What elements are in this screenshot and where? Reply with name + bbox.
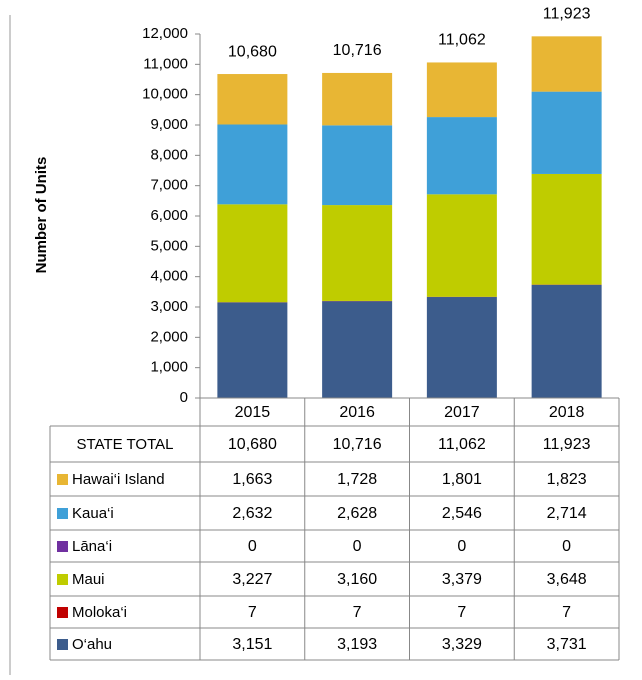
table-cell: 1,663 xyxy=(232,471,272,488)
table-cell: 11,062 xyxy=(438,436,486,453)
table-cell: 7 xyxy=(562,604,571,621)
y-tick-label: 5,000 xyxy=(150,237,188,254)
y-tick-label: 4,000 xyxy=(150,268,188,285)
y-tick-label: 11,000 xyxy=(143,55,188,72)
table-cell: 1,823 xyxy=(547,471,587,488)
legend-key xyxy=(57,474,68,485)
table-cell: 3,648 xyxy=(547,571,587,588)
bar-segment xyxy=(427,117,497,194)
bar-segment xyxy=(532,174,602,285)
bar-segment xyxy=(217,302,287,398)
x-tick-label: 2018 xyxy=(549,404,585,421)
table-cell: 0 xyxy=(248,538,257,555)
table-cell: 0 xyxy=(457,538,466,555)
legend-key xyxy=(57,541,68,552)
bar-segment xyxy=(322,301,392,398)
table-cell: 7 xyxy=(353,604,362,621)
table-cell: 3,329 xyxy=(442,636,482,653)
legend-label: Kaua‘i xyxy=(72,505,114,522)
table-cell: 2,714 xyxy=(547,505,587,522)
table-cell: 3,731 xyxy=(547,636,587,653)
y-tick-label: 10,000 xyxy=(142,86,188,103)
legend-key xyxy=(57,574,68,585)
y-tick-label: 7,000 xyxy=(150,177,188,194)
y-tick-label: 0 xyxy=(180,389,188,406)
total-label: 10,680 xyxy=(228,43,277,60)
table-cell: 7 xyxy=(457,604,466,621)
table-cell: 7 xyxy=(248,604,257,621)
table-cell: 2,628 xyxy=(337,505,377,522)
y-tick-label: 2,000 xyxy=(150,328,188,345)
table-cell: 3,227 xyxy=(232,571,272,588)
table-cell: 0 xyxy=(562,538,571,555)
bar-segment xyxy=(217,124,287,204)
legend-key xyxy=(57,639,68,650)
table-cell: 10,716 xyxy=(333,436,382,453)
bar-segment xyxy=(322,73,392,125)
bar-segment xyxy=(322,125,392,205)
table-cell: 2,546 xyxy=(442,505,482,522)
bar-segment xyxy=(427,194,497,296)
bar-segment xyxy=(427,297,497,398)
table-cell: 10,680 xyxy=(228,436,277,453)
y-tick-label: 12,000 xyxy=(142,25,188,42)
x-tick-label: 2016 xyxy=(339,404,375,421)
bar-segment xyxy=(532,92,602,174)
x-tick-label: 2015 xyxy=(235,404,271,421)
y-tick-label: 6,000 xyxy=(150,207,188,224)
legend-label: O‘ahu xyxy=(72,636,112,653)
legend-key xyxy=(57,508,68,519)
table-cell: 2,632 xyxy=(232,505,272,522)
y-axis-label: Number of Units xyxy=(33,157,50,274)
legend-label: Hawai‘i Island xyxy=(72,471,165,488)
bar-segment xyxy=(427,62,497,117)
table-cell: 3,151 xyxy=(232,636,272,653)
bar-segment xyxy=(217,204,287,302)
y-tick-label: 8,000 xyxy=(150,146,188,163)
bar-segment xyxy=(532,285,602,398)
table-cell: 0 xyxy=(353,538,362,555)
total-label: 10,716 xyxy=(333,42,382,59)
total-label: 11,062 xyxy=(438,32,486,49)
table-cell: 3,193 xyxy=(337,636,377,653)
table-cell: 3,160 xyxy=(337,571,377,588)
table-cell: 1,801 xyxy=(442,471,482,488)
y-tick-label: 9,000 xyxy=(150,116,188,133)
legend-label: Moloka‘i xyxy=(72,604,127,621)
table-cell: 1,728 xyxy=(337,471,377,488)
legend-label: Lāna‘i xyxy=(72,538,112,555)
table-cell: 3,379 xyxy=(442,571,482,588)
table-row-label: STATE TOTAL xyxy=(77,436,174,453)
bar-segment xyxy=(322,205,392,301)
legend-key xyxy=(57,607,68,618)
x-tick-label: 2017 xyxy=(444,404,480,421)
bar-segment xyxy=(532,36,602,91)
table-cell: 11,923 xyxy=(543,436,591,453)
y-tick-label: 1,000 xyxy=(150,359,188,376)
total-label: 11,923 xyxy=(543,6,591,23)
legend-label: Maui xyxy=(72,571,105,588)
bar-segment xyxy=(217,74,287,124)
y-tick-label: 3,000 xyxy=(150,298,188,315)
